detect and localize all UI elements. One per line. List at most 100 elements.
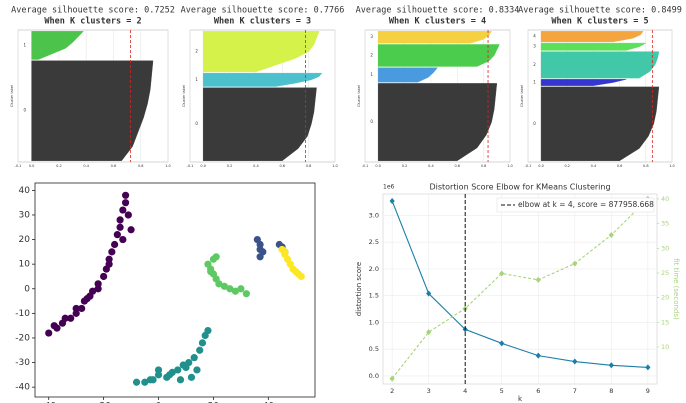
x-tick-label: 1.0 [669, 164, 675, 168]
silhouette-cluster [540, 31, 644, 43]
x-tick-label: 8 [609, 387, 613, 395]
x-axis-label: k [518, 395, 523, 403]
scatter-point [45, 329, 53, 337]
y2-tick-label: 25 [661, 269, 669, 277]
x-tick-label: -20 [96, 402, 111, 403]
chart-subtitle: When K clusters = 2 [44, 17, 141, 27]
y-offset-label: 1e6 [383, 184, 395, 191]
scatter-point [297, 272, 305, 281]
scatter-point [256, 253, 264, 261]
scatter-point [89, 287, 97, 295]
scatter-point [256, 245, 264, 254]
y2-tick-label: 30 [661, 244, 669, 252]
scatter-point [116, 216, 124, 224]
x-tick-label: 4 [463, 387, 467, 395]
series-marker [535, 276, 541, 283]
cluster-label: 1 [370, 72, 373, 77]
x-tick-label: 0.2 [227, 164, 233, 168]
x-tick-label: 1.0 [507, 164, 513, 168]
series-marker [499, 340, 505, 347]
plot-area [34, 182, 316, 398]
x-tick-label: -0.1 [362, 164, 369, 168]
x-tick-label: 0.6 [617, 164, 623, 168]
x-tick-label: -40 [41, 402, 56, 403]
silhouette-cluster [31, 60, 154, 161]
silhouette-cluster [540, 42, 647, 51]
scatter-point [127, 226, 135, 234]
chart-title: Average silhouette score: 0.7766 [181, 6, 345, 16]
silhouette-cluster [202, 87, 317, 161]
scatter-point [78, 304, 86, 313]
series-line [391, 198, 649, 379]
series-marker [608, 362, 614, 369]
scatter-point [116, 223, 124, 231]
chart-subtitle: When K clusters = 5 [551, 17, 648, 27]
y-tick-label: -10 [15, 309, 30, 319]
cluster-label: 4 [533, 34, 536, 39]
silhouette-cluster [377, 44, 500, 67]
x-tick-label: -0.1 [525, 164, 532, 168]
scatter-point [124, 211, 132, 219]
series-marker [499, 270, 505, 277]
x-tick-label: 1.0 [332, 164, 338, 168]
series-marker [645, 364, 651, 371]
y-tick-label: 1.5 [369, 292, 379, 300]
scatter-point [165, 371, 174, 379]
scatter-point [231, 287, 239, 295]
y2-tick-label: 10 [661, 343, 669, 351]
scatter-point [146, 376, 154, 384]
silhouette-cluster [540, 79, 627, 86]
scatter-point [281, 248, 289, 256]
cluster-label: 2 [195, 49, 198, 54]
silhouette-cluster [202, 72, 323, 87]
scatter-point [193, 366, 201, 374]
scatter-point [256, 240, 264, 249]
scatter-point [154, 366, 163, 374]
scatter-point [83, 295, 91, 303]
cluster-label: 0 [195, 121, 198, 126]
scatter-point [212, 253, 220, 261]
x-tick-label: 0.8 [643, 164, 649, 168]
scatter-point [207, 267, 215, 276]
chart-title: Average silhouette score: 0.7252 [11, 6, 175, 16]
scatter-point [105, 255, 113, 263]
x-tick-label: 0.8 [306, 164, 312, 168]
chart-title: Average silhouette score: 0.8334 [356, 6, 520, 16]
y2-tick-label: 40 [661, 195, 669, 203]
x-tick-label: 0.0 [200, 164, 206, 168]
x-tick-label: 0.8 [481, 164, 487, 168]
cluster-label: 1 [195, 77, 198, 82]
x-tick-label: 3 [427, 387, 431, 395]
silhouette-cluster [377, 83, 498, 161]
series-line [391, 200, 648, 368]
scatter-point [176, 376, 185, 384]
scatter-point [174, 366, 182, 374]
silhouette-cluster [377, 67, 438, 83]
scatter-point [108, 248, 116, 256]
series-marker [389, 375, 395, 382]
cluster-label: 2 [370, 52, 373, 57]
y-tick-label: 2.5 [369, 238, 379, 246]
y-tick-label: 0.5 [369, 345, 379, 353]
scatter-point [100, 272, 108, 281]
silhouette-cluster [202, 31, 320, 73]
x-tick-label: 0.4 [83, 164, 89, 168]
y-axis-label: Cluster label [357, 85, 361, 107]
x-tick-label: 0.6 [279, 164, 285, 168]
legend-label: elbow at k = 4, score = 877958.668 [518, 200, 654, 209]
cluster-label: 3 [370, 34, 373, 39]
cluster-label: 0 [24, 108, 27, 113]
silhouette-cluster [540, 86, 660, 161]
y-tick-label: -30 [15, 358, 30, 368]
scatter-point [50, 322, 58, 330]
x-tick-label: 2 [390, 387, 394, 395]
x-tick-label: -0.1 [187, 164, 194, 168]
scatter-point [215, 280, 223, 288]
x-tick-label: 0.2 [402, 164, 408, 168]
cluster-label: 0 [533, 121, 536, 126]
x-tick-label: -0.1 [15, 164, 22, 168]
scatter-point [154, 371, 163, 379]
scatter-point [94, 285, 102, 293]
scatter-point [182, 363, 190, 372]
